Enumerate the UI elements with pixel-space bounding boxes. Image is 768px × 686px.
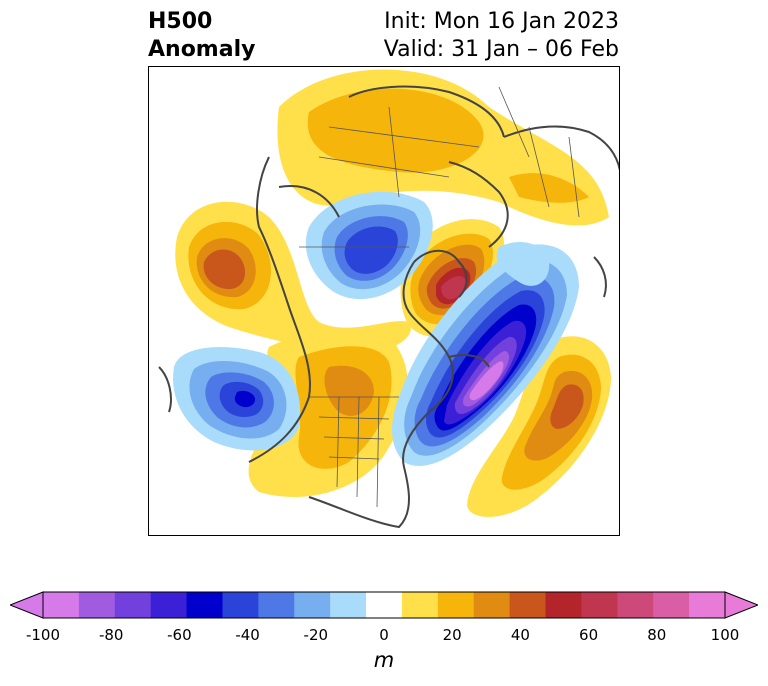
- colorbar-bin: [581, 592, 618, 618]
- colorbar-tick-label: -100: [25, 626, 61, 644]
- colorbar-tick-label: 100: [710, 626, 740, 644]
- colorbar-extend-max: [724, 591, 758, 619]
- ridge-pacific: [175, 201, 411, 353]
- colorbar-bin: [509, 592, 547, 618]
- colorbar-bin: [401, 592, 439, 618]
- colorbar-bin: [222, 592, 259, 618]
- colorbar-bin: [78, 592, 116, 618]
- colorbar-tick-label: -60: [167, 626, 192, 644]
- colorbar-outline: [42, 591, 726, 619]
- colorbar-tick-label: 80: [647, 626, 667, 644]
- anomaly-map: [148, 66, 620, 536]
- colorbar-bin: [150, 592, 188, 618]
- ridge-siberia: [277, 69, 609, 226]
- colorbar-bin: [258, 592, 295, 618]
- borders: [299, 86, 580, 508]
- colorbar-bin: [545, 592, 582, 618]
- map-canvas: [158, 69, 619, 529]
- colorbar-tick-label: 20: [442, 626, 462, 644]
- colorbar-bin: [473, 592, 511, 618]
- colorbar-bin: [114, 592, 152, 618]
- title-field: Anomaly: [148, 37, 256, 62]
- colorbar-bin: [330, 592, 367, 618]
- colorbar-bin: [366, 592, 403, 618]
- trough-eastern-canada: [392, 244, 579, 466]
- colorbar-tick-label: 60: [579, 626, 599, 644]
- valid-period: Valid: 31 Jan – 06 Feb: [383, 37, 619, 62]
- colorbar: [10, 591, 758, 619]
- colorbar-bin: [617, 592, 654, 618]
- map-dates: Init: Mon 16 Jan 2023 Valid: 31 Jan – 06…: [384, 8, 619, 64]
- colorbar-bin: [437, 592, 475, 618]
- init-date: Init: Mon 16 Jan 2023: [384, 9, 619, 34]
- colorbar-tick-label: 0: [379, 626, 389, 644]
- colorbar-bin: [294, 592, 331, 618]
- colorbar-bin: [43, 592, 80, 618]
- colorbar-tick-label: -80: [98, 626, 124, 644]
- colorbar-bin: [653, 592, 690, 618]
- trough-north-atlantic: [496, 242, 550, 286]
- colorbar-tick-label: 40: [510, 626, 530, 644]
- title-variable: H500: [148, 9, 213, 34]
- ridge-atlantic: [467, 336, 611, 517]
- colorbar-tick-label: -20: [303, 626, 329, 644]
- coastlines: [158, 85, 619, 529]
- trough-pacific: [173, 347, 301, 451]
- map-title: H500 Anomaly: [148, 8, 255, 64]
- colorbar-unit: m: [373, 648, 395, 672]
- colorbar-bin: [689, 592, 726, 618]
- colorbar-bin: [186, 592, 223, 618]
- colorbar-extend-min: [10, 591, 44, 619]
- colorbar-tick-label: -40: [235, 626, 260, 644]
